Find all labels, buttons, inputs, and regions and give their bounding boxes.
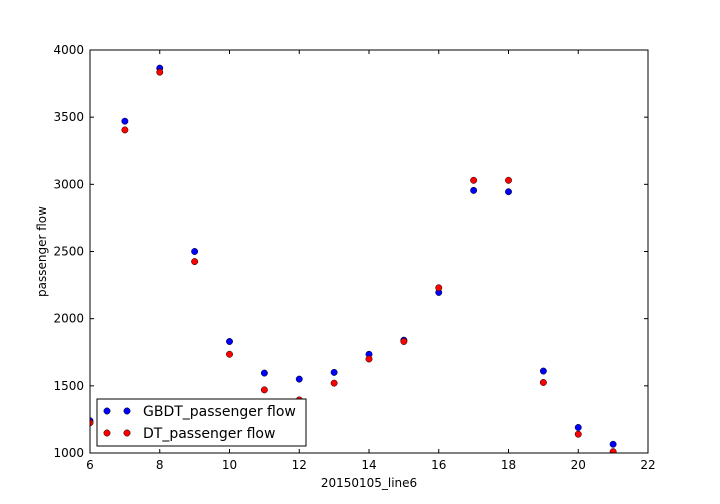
data-point-series1-14 (574, 424, 582, 431)
y-tick-label-3: 2500 (53, 245, 84, 259)
plot-area-frame (89, 49, 649, 454)
data-point-series1-5 (260, 369, 268, 377)
axis-ticks: 6 8 10 12 14 16 18 20 22 1000 1500 2000 2500 3000 3500… (53, 43, 655, 472)
data-point-series2-2 (156, 68, 164, 76)
x-axis-label: 20150105_line6 (321, 476, 417, 490)
data-point-series1-7 (330, 368, 338, 376)
data-point-series2-1 (121, 126, 129, 134)
legend-label-2: DT_passenger flow (143, 426, 275, 442)
data-point-series2-7 (330, 379, 338, 387)
y-tick-label-1: 1500 (53, 379, 84, 393)
y-tick-label-2: 2000 (53, 312, 84, 326)
legend-marker-left-2 (103, 429, 111, 437)
x-tick-label-0: 6 (86, 458, 94, 472)
y-axis-label: passenger flow (35, 206, 49, 297)
data-points (90, 64, 617, 453)
data-point-series1-3 (191, 248, 199, 255)
legend-marker-right-2 (123, 429, 131, 437)
x-tick-label-7: 20 (571, 458, 586, 472)
data-point-series2-15 (609, 448, 617, 453)
x-tick-label-1: 8 (156, 458, 164, 472)
y-tick-label-5: 3500 (53, 110, 84, 124)
data-point-series1-4 (226, 338, 233, 345)
data-point-series2-12 (505, 176, 512, 184)
data-point-series2-14 (574, 430, 582, 438)
x-tick-label-8: 22 (640, 458, 655, 472)
data-point-series1-13 (539, 367, 547, 375)
data-point-series1-12 (505, 188, 512, 196)
data-point-series1-15 (609, 440, 617, 448)
data-point-series1-6 (295, 375, 303, 383)
data-point-series2-9 (400, 338, 408, 345)
x-tick-label-4: 14 (361, 458, 376, 472)
data-point-series1-1 (121, 117, 129, 125)
x-tick-label-5: 16 (431, 458, 446, 472)
data-point-series2-11 (470, 176, 478, 184)
legend-marker-left-1 (103, 407, 111, 415)
data-point-series1-11 (470, 186, 478, 194)
data-point-series2-8 (365, 355, 373, 363)
legend-marker-right-1 (123, 407, 131, 415)
legend-label-1: GBDT_passenger flow (143, 404, 296, 420)
x-tick-label-6: 18 (501, 458, 516, 472)
data-point-series2-5 (260, 386, 268, 394)
data-point-series2-10 (435, 284, 443, 292)
y-tick-label-0: 1000 (53, 446, 84, 460)
data-point-series2-3 (191, 258, 199, 266)
data-point-series2-4 (226, 350, 233, 358)
legend-box (96, 398, 307, 447)
x-tick-label-2: 10 (222, 458, 237, 472)
y-tick-label-4: 3000 (53, 177, 84, 191)
legend: GBDT_passenger flow DT_passenger flow (96, 398, 307, 447)
data-point-series2-13 (539, 379, 547, 386)
y-tick-label-6: 4000 (53, 43, 84, 57)
x-tick-label-3: 12 (292, 458, 307, 472)
